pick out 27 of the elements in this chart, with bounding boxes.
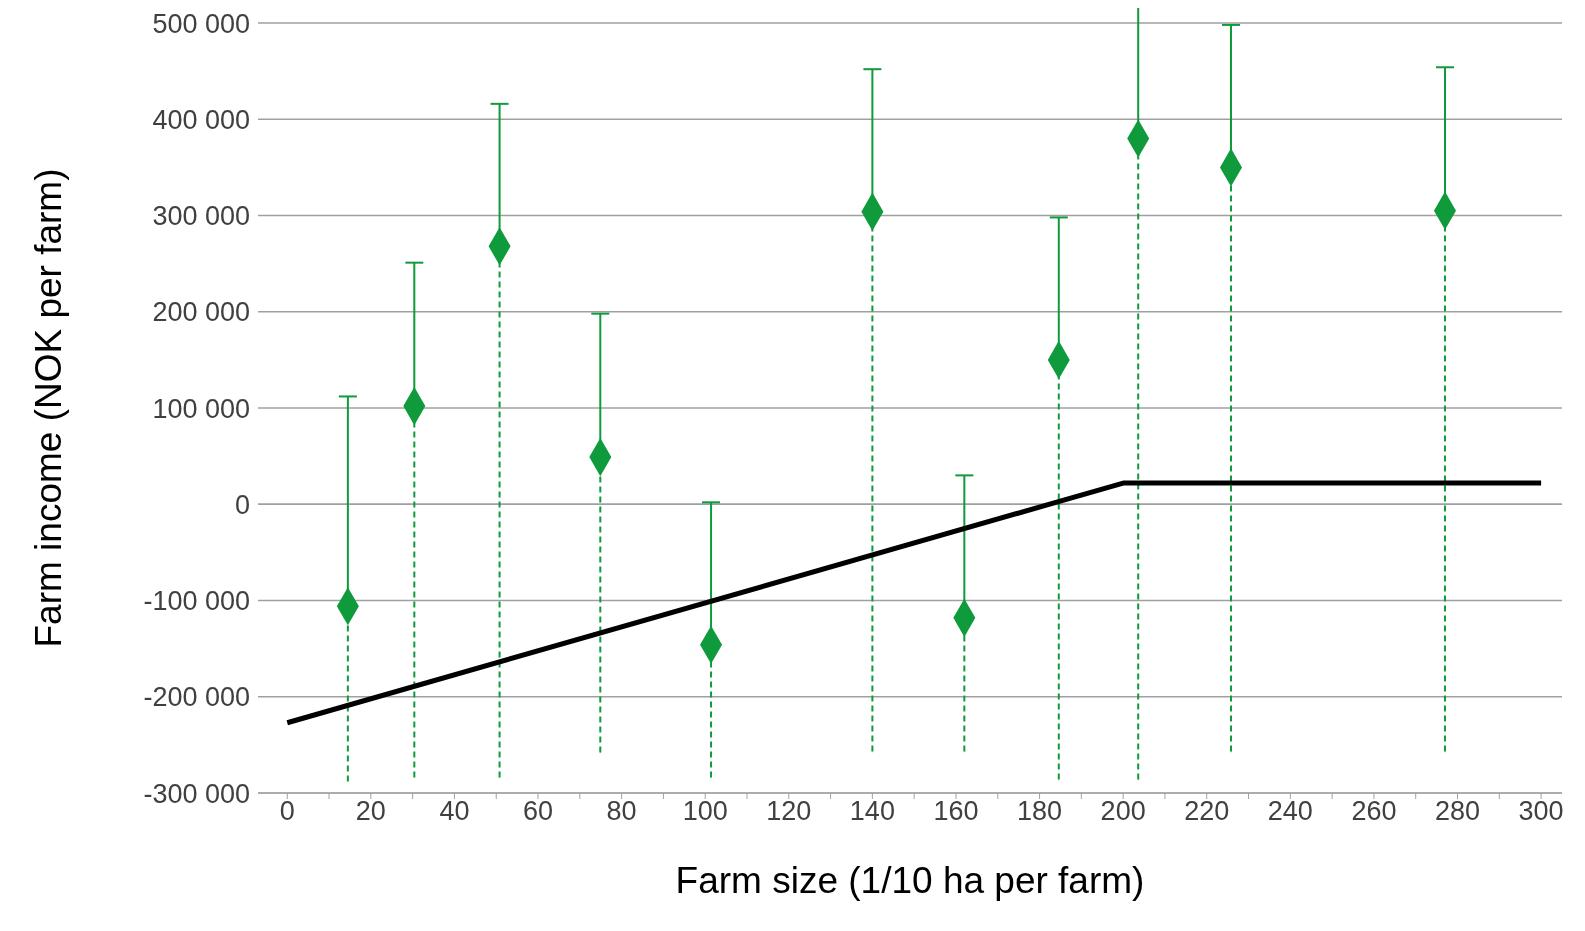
x-tick-label: 0 bbox=[279, 796, 295, 827]
x-tick-label: 280 bbox=[1434, 796, 1481, 827]
x-tick-label: 160 bbox=[933, 796, 979, 827]
x-tick-label: 60 bbox=[523, 796, 554, 827]
x-tick-label: 220 bbox=[1184, 796, 1230, 827]
x-tick-label: 180 bbox=[1017, 796, 1063, 827]
y-axis-title: Farm income (NOK per farm) bbox=[28, 168, 70, 648]
x-tick-label: 300 bbox=[1518, 796, 1564, 827]
x-tick-label: 120 bbox=[766, 796, 812, 827]
x-tick-label: 260 bbox=[1351, 796, 1397, 827]
x-tick-label: 200 bbox=[1100, 796, 1146, 827]
x-tick-label: 40 bbox=[439, 796, 470, 827]
y-tick-label: -300 000 bbox=[143, 778, 250, 809]
y-tick-label: -200 000 bbox=[143, 682, 250, 713]
x-tick-label: 20 bbox=[355, 796, 386, 827]
x-tick-label: 140 bbox=[849, 796, 895, 827]
x-tick-label: 100 bbox=[682, 796, 728, 827]
y-tick-label: 300 000 bbox=[152, 201, 250, 232]
x-tick-label: 80 bbox=[606, 796, 637, 827]
y-tick-label: 400 000 bbox=[152, 104, 250, 135]
x-axis-title: Farm size (1/10 ha per farm) bbox=[675, 860, 1145, 901]
x-tick-label: 240 bbox=[1267, 796, 1313, 827]
y-tick-label: 0 bbox=[234, 489, 250, 520]
y-tick-label: 500 000 bbox=[152, 8, 250, 39]
y-tick-label: 200 000 bbox=[152, 297, 250, 328]
y-tick-label: 100 000 bbox=[152, 393, 250, 424]
y-tick-label: -100 000 bbox=[143, 586, 250, 617]
